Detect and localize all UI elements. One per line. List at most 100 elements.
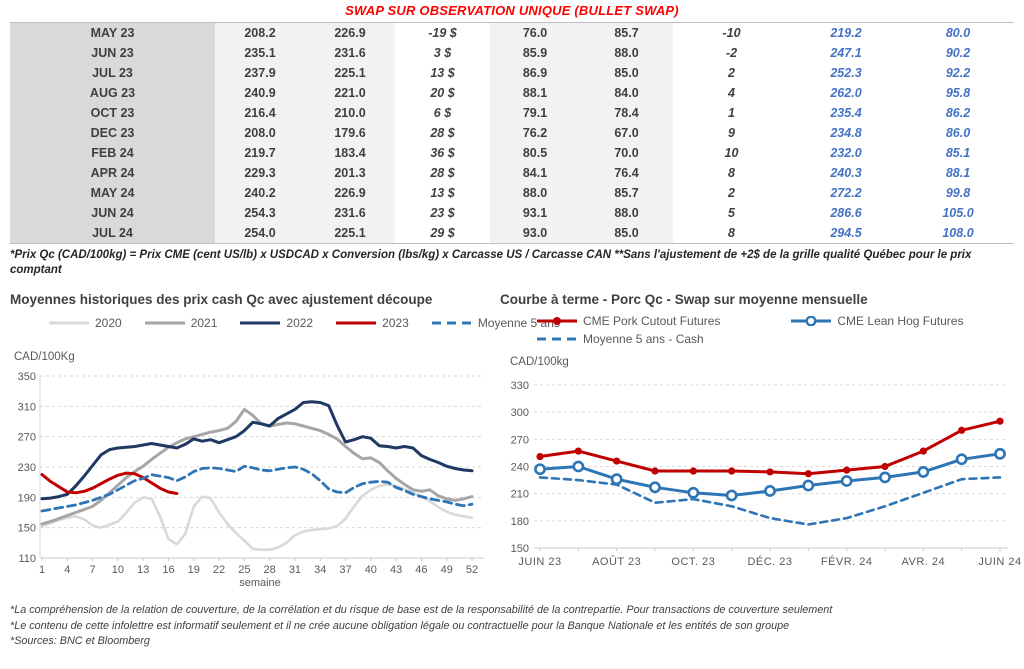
table-cell: 226.9 xyxy=(305,183,395,203)
table-cell: 232.0 xyxy=(830,146,862,160)
table-cell: 13 $ xyxy=(430,66,455,80)
line-circle-swatch-icon xyxy=(790,315,832,327)
footnote-line: *Sources: BNC et Bloomberg xyxy=(10,635,150,648)
svg-text:46: 46 xyxy=(415,564,427,576)
table-cell: 235.1 xyxy=(215,43,305,63)
table-row: MAY 23 208.2 226.9 -19 $ 76.0 85.7 -10 219.2 80.… xyxy=(10,23,1014,43)
right-chart-title: Courbe à terme - Porc Qc - Swap sur moye… xyxy=(500,292,868,307)
report-title: SWAP SUR OBSERVATION UNIQUE (BULLET SWAP… xyxy=(345,3,679,18)
table-cell: 36 $ xyxy=(430,146,455,160)
table-cell: 10 xyxy=(724,146,739,160)
table-cell: 4 xyxy=(728,86,735,100)
svg-text:JUIN 24: JUIN 24 xyxy=(978,556,1021,568)
svg-text:49: 49 xyxy=(441,564,453,576)
table-cell-month: JUN 24 xyxy=(10,203,215,223)
table-cell-month: OCT 23 xyxy=(10,103,215,123)
table-cell: 226.9 xyxy=(305,23,395,43)
table-cell: 179.6 xyxy=(305,123,395,143)
swap-table-grid: MAY 23 208.2 226.9 -19 $76.0 85.7 -10 219.2 80.… xyxy=(10,23,1014,243)
table-cell: 85.9 xyxy=(490,43,580,63)
table-cell: 85.7 xyxy=(580,183,673,203)
right-chart-legend-row1: CME Pork Cutout Futures CME Lean Hog Fut… xyxy=(536,314,1020,328)
table-cell: 294.5 xyxy=(830,226,862,240)
table-cell: 286.6 xyxy=(830,206,862,220)
table-cell-month: MAY 24 xyxy=(10,183,215,203)
table-cell: 85.0 xyxy=(580,223,673,243)
table-cell-month: APR 24 xyxy=(10,163,215,183)
table-cell: 86.2 xyxy=(945,106,971,120)
table-cell: -2 xyxy=(725,46,738,60)
svg-text:DÉC. 23: DÉC. 23 xyxy=(747,555,792,568)
table-cell: 201.3 xyxy=(305,163,395,183)
table-cell: 20 $ xyxy=(430,86,455,100)
table-cell: 28 $ xyxy=(430,166,455,180)
table-cell: 78.4 xyxy=(580,103,673,123)
table-cell: 240.3 xyxy=(830,166,862,180)
table-cell: 92.2 xyxy=(945,66,971,80)
svg-text:25: 25 xyxy=(238,564,250,576)
table-cell: 76.0 xyxy=(490,23,580,43)
legend-label: 2021 xyxy=(190,316,218,330)
line-swatch-icon xyxy=(239,318,281,328)
swap-table-body: MAY 23 208.2 226.9 -19 $76.0 85.7 -10 219.2 80.… xyxy=(10,23,1014,243)
table-cell: 85.7 xyxy=(580,23,673,43)
svg-text:22: 22 xyxy=(213,564,225,576)
legend-item-lean-hog: CME Lean Hog Futures xyxy=(790,314,963,328)
svg-text:52: 52 xyxy=(466,564,478,576)
svg-text:19: 19 xyxy=(188,564,200,576)
left-chart-title: Moyennes historiques des prix cash Qc av… xyxy=(10,292,433,307)
table-row: DEC 23 208.0 179.6 28 $ 76.2 67.0 9 234.8 86.0 xyxy=(10,123,1014,143)
svg-text:10: 10 xyxy=(112,564,124,576)
svg-text:AOÛT 23: AOÛT 23 xyxy=(592,555,641,568)
legend-item-2023: 2023 xyxy=(335,316,409,330)
table-cell: 29 $ xyxy=(430,226,455,240)
table-cell: 88.0 xyxy=(580,43,673,63)
table-cell: 2 xyxy=(728,186,735,200)
table-row: MAY 24 240.2 226.9 13 $ 88.0 85.7 2 272.2 99.8 xyxy=(10,183,1014,203)
table-row: APR 24 229.3 201.3 28 $ 84.1 76.4 8 240.3 88.1 xyxy=(10,163,1014,183)
table-cell: 85.0 xyxy=(580,63,673,83)
table-cell: 225.1 xyxy=(305,63,395,83)
table-cell-month: JUN 23 xyxy=(10,43,215,63)
table-cell: 79.1 xyxy=(490,103,580,123)
forward-curve-chart: 150 180 210 240 270 300 330 JUIN 23 AOÛT 23 OCT. … xyxy=(511,380,1021,568)
table-row: JUL 24 254.0 225.1 29 $ 93.0 85.0 8 294.5 108.0 xyxy=(10,223,1014,243)
footnote-line: *La compréhension de la relation de couv… xyxy=(10,604,833,616)
svg-text:1: 1 xyxy=(39,564,45,576)
table-cell: 240.2 xyxy=(215,183,305,203)
table-cell: 80.0 xyxy=(945,26,971,40)
svg-text:4: 4 xyxy=(64,564,70,576)
table-cell: 247.1 xyxy=(830,46,862,60)
svg-text:16: 16 xyxy=(162,564,174,576)
svg-text:28: 28 xyxy=(264,564,276,576)
table-cell: 85.1 xyxy=(945,146,971,160)
table-cell-month: AUG 23 xyxy=(10,83,215,103)
footnote-line: *Le contenu de cette infolettre est info… xyxy=(10,619,790,632)
table-cell: 235.4 xyxy=(830,106,862,120)
legend-label: 2023 xyxy=(382,316,409,330)
table-cell: 5 xyxy=(728,206,735,220)
svg-text:7: 7 xyxy=(90,564,96,576)
line-dot-swatch-icon xyxy=(536,316,578,326)
svg-text:350: 350 xyxy=(18,371,36,383)
table-row: OCT 23 216.4 210.0 6 $ 79.1 78.4 1 235.4 86.2 xyxy=(10,103,1014,123)
table-cell: 80.5 xyxy=(490,143,580,163)
right-chart-legend-row2: Moyenne 5 ans - Cash xyxy=(536,332,1020,346)
table-cell: 76.2 xyxy=(490,123,580,143)
legend-item-pork-cutout: CME Pork Cutout Futures xyxy=(536,314,720,328)
table-cell: 88.0 xyxy=(580,203,673,223)
table-cell: 84.1 xyxy=(490,163,580,183)
table-cell: 86.0 xyxy=(945,126,971,140)
table-cell-month: FEB 24 xyxy=(10,143,215,163)
table-cell: 254.0 xyxy=(215,223,305,243)
table-cell: 90.2 xyxy=(945,46,971,60)
svg-text:31: 31 xyxy=(289,564,301,576)
legend-label: CME Lean Hog Futures xyxy=(837,314,964,328)
table-cell: 3 $ xyxy=(433,46,452,60)
table-cell: 8 xyxy=(728,166,735,180)
table-cell: 9 xyxy=(728,126,735,140)
legend-label: 2020 xyxy=(95,316,122,330)
table-cell: 240.9 xyxy=(215,83,305,103)
legend-item-moyenne-cash: Moyenne 5 ans - Cash xyxy=(536,332,704,346)
svg-text:190: 190 xyxy=(18,492,36,504)
